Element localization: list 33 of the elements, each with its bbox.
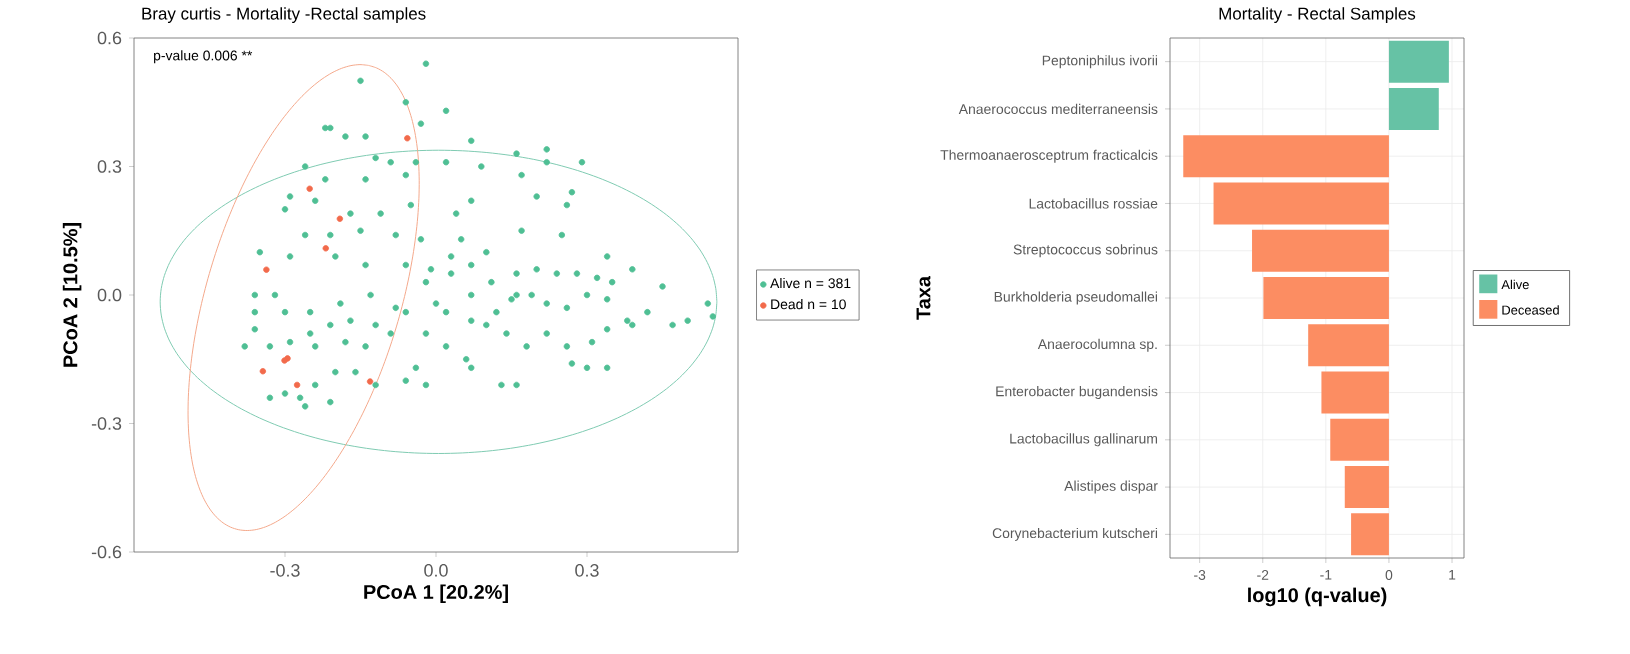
bar — [1213, 182, 1389, 225]
bar — [1252, 229, 1389, 272]
point — [366, 378, 374, 385]
chart-title: Mortality - Rectal Samples — [1219, 7, 1416, 23]
bar — [1388, 87, 1439, 130]
point — [336, 215, 344, 222]
bar — [1344, 466, 1389, 509]
x-tick-label: 0.0 — [424, 564, 448, 577]
y-tick-label: 0.3 — [97, 160, 122, 173]
chart-title: Bray curtis - Mortality -Rectal samples — [142, 7, 426, 23]
y-axis-title: Taxa — [916, 275, 931, 320]
bar — [1388, 40, 1449, 83]
y-tick-label: 0.0 — [97, 288, 122, 302]
bar — [1351, 513, 1389, 556]
x-tick-label: 0.3 — [575, 564, 599, 577]
y-axis-title: PCoA 2 [10.5%] — [62, 223, 82, 367]
x-axis-title: PCoA 1 [20.2%] — [364, 584, 508, 603]
y-tick-label: -0.3 — [91, 417, 122, 430]
x-tick-label: -0.3 — [270, 564, 300, 577]
y-tick-label: -0.6 — [91, 545, 122, 559]
bar — [1263, 277, 1389, 319]
point — [293, 381, 301, 389]
x-axis-title: log10 (q-value) — [1248, 587, 1387, 607]
point — [322, 245, 329, 252]
bar — [1330, 418, 1389, 461]
point — [259, 368, 267, 375]
point — [263, 266, 270, 273]
bar — [1321, 371, 1389, 414]
point — [306, 185, 313, 192]
bar — [1183, 135, 1389, 178]
y-tick-label: 0.6 — [97, 31, 122, 45]
bar — [1308, 324, 1389, 367]
point — [404, 135, 411, 142]
